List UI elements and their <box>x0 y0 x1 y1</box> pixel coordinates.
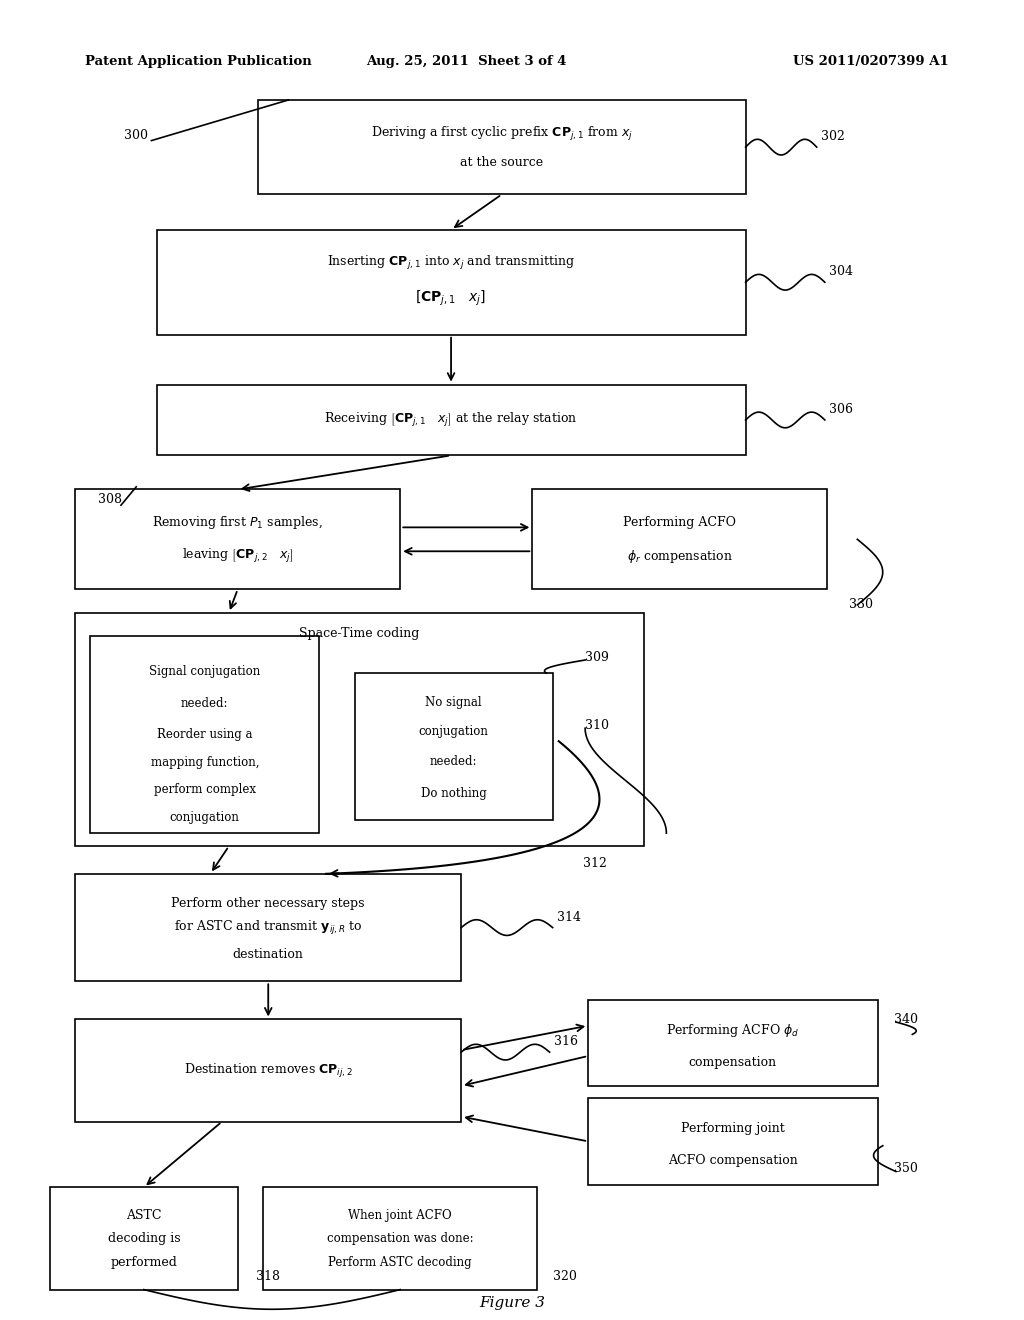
Bar <box>588 1098 878 1184</box>
Text: ASTC: ASTC <box>126 1209 162 1222</box>
Text: 310: 310 <box>585 719 609 733</box>
Bar <box>157 384 745 455</box>
Text: ACFO compensation: ACFO compensation <box>668 1154 798 1167</box>
Bar <box>90 636 319 833</box>
Text: Receiving $\left[\mathbf{CP}_{j,1}\quad x_j\right]$ at the relay station: Receiving $\left[\mathbf{CP}_{j,1}\quad … <box>325 411 578 429</box>
Text: 308: 308 <box>97 494 122 507</box>
Text: Performing joint: Performing joint <box>681 1122 784 1135</box>
Text: for ASTC and transmit $\mathbf{y}_{ij,R}$ to: for ASTC and transmit $\mathbf{y}_{ij,R}… <box>174 919 362 937</box>
Text: 309: 309 <box>585 651 609 664</box>
Text: performed: performed <box>111 1257 177 1270</box>
Bar <box>157 230 745 335</box>
Text: needed:: needed: <box>430 755 477 768</box>
Text: 318: 318 <box>256 1270 280 1283</box>
Bar <box>75 874 461 981</box>
Text: perform complex: perform complex <box>154 783 256 796</box>
Text: Removing first $P_1$ samples,: Removing first $P_1$ samples, <box>153 513 324 531</box>
Text: Reorder using a: Reorder using a <box>157 729 253 742</box>
Text: 300: 300 <box>124 129 148 141</box>
Text: Do nothing: Do nothing <box>421 787 486 800</box>
Bar <box>532 490 826 589</box>
Bar <box>354 673 553 820</box>
Text: destination: destination <box>232 948 304 961</box>
Text: 330: 330 <box>849 598 873 611</box>
Text: Performing ACFO: Performing ACFO <box>623 516 736 529</box>
Bar <box>50 1187 238 1290</box>
Text: Aug. 25, 2011  Sheet 3 of 4: Aug. 25, 2011 Sheet 3 of 4 <box>366 55 566 69</box>
Text: Perform ASTC decoding: Perform ASTC decoding <box>329 1257 472 1270</box>
Text: 350: 350 <box>894 1163 918 1175</box>
Text: Destination removes $\mathbf{CP}_{ij,2}$: Destination removes $\mathbf{CP}_{ij,2}$ <box>183 1061 352 1080</box>
Bar <box>75 490 400 589</box>
Text: 304: 304 <box>828 265 853 279</box>
Text: No signal: No signal <box>425 696 482 709</box>
Text: 312: 312 <box>583 857 607 870</box>
Text: conjugation: conjugation <box>419 726 488 738</box>
Bar <box>588 999 878 1086</box>
Bar <box>263 1187 538 1290</box>
Text: $\left[\mathbf{CP}_{j,1}\quad x_j\right]$: $\left[\mathbf{CP}_{j,1}\quad x_j\right]… <box>416 288 486 308</box>
Text: 314: 314 <box>557 911 581 924</box>
Text: conjugation: conjugation <box>170 810 240 824</box>
Text: Signal conjugation: Signal conjugation <box>150 665 260 678</box>
Text: needed:: needed: <box>181 697 228 710</box>
Text: 316: 316 <box>554 1035 578 1048</box>
Text: Deriving a first cyclic prefix $\mathbf{CP}_{j,1}$ from $x_j$: Deriving a first cyclic prefix $\mathbf{… <box>371 125 633 143</box>
Text: 306: 306 <box>828 403 853 416</box>
Text: at the source: at the source <box>460 156 544 169</box>
Text: Inserting $\mathbf{CP}_{j,1}$ into $x_j$ and transmitting: Inserting $\mathbf{CP}_{j,1}$ into $x_j$… <box>327 253 575 272</box>
Text: mapping function,: mapping function, <box>151 756 259 768</box>
Text: When joint ACFO: When joint ACFO <box>348 1209 452 1222</box>
Text: Performing ACFO $\phi_d$: Performing ACFO $\phi_d$ <box>667 1022 800 1039</box>
Text: compensation: compensation <box>689 1056 777 1069</box>
Text: US 2011/0207399 A1: US 2011/0207399 A1 <box>793 55 949 69</box>
Text: compensation was done:: compensation was done: <box>327 1232 473 1245</box>
Bar <box>75 612 644 846</box>
Text: decoding is: decoding is <box>108 1232 180 1245</box>
Bar <box>75 1019 461 1122</box>
Text: Perform other necessary steps: Perform other necessary steps <box>171 898 365 911</box>
Bar <box>258 100 745 194</box>
Text: Patent Application Publication: Patent Application Publication <box>85 55 312 69</box>
Text: Figure 3: Figure 3 <box>479 1296 545 1309</box>
Text: $\phi_r$ compensation: $\phi_r$ compensation <box>627 548 732 565</box>
Text: leaving $\left[\mathbf{CP}_{j,2}\quad x_j\right]$: leaving $\left[\mathbf{CP}_{j,2}\quad x_… <box>182 548 294 565</box>
Text: 320: 320 <box>553 1270 577 1283</box>
Text: Space-Time coding: Space-Time coding <box>299 627 420 640</box>
Text: 340: 340 <box>894 1012 918 1026</box>
Text: 302: 302 <box>821 131 845 143</box>
